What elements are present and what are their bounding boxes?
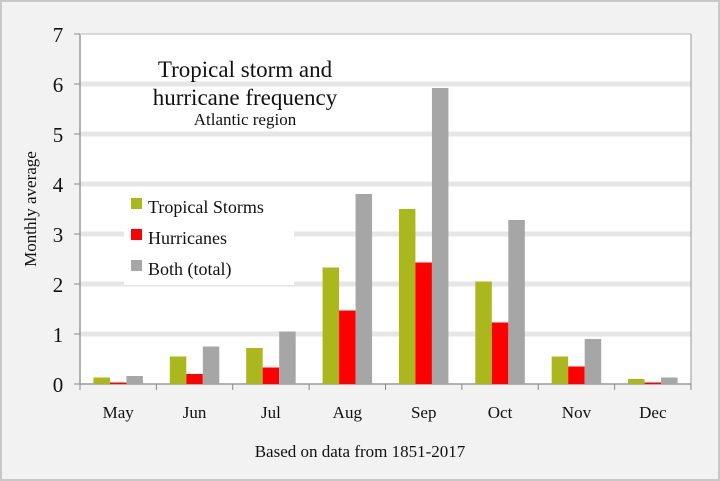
y-tick-labels: 0 1 2 3 4 5 6 7 [53, 23, 64, 397]
y-tick-label: 6 [53, 73, 64, 97]
bar-both-total--aug [355, 194, 373, 384]
y-tick-label: 2 [53, 273, 64, 297]
chart-subtitle: Atlantic region [194, 110, 297, 129]
gridline [80, 131, 691, 137]
bar-tropical-storms-dec [628, 379, 645, 384]
bar-tropical-storms-sep [398, 209, 416, 384]
legend-swatch [131, 229, 142, 240]
bar-both-total--dec [661, 377, 678, 384]
bar-hurricanes-may [109, 382, 127, 384]
x-tick-label: Nov [562, 403, 592, 422]
gridline [80, 181, 691, 187]
bar-tropical-storms-nov [551, 356, 569, 384]
y-tick-label: 5 [53, 123, 64, 147]
bar-tropical-storms-jul [246, 348, 263, 384]
bar-tropical-storms-may [93, 377, 110, 384]
y-tick-label: 1 [53, 323, 64, 347]
bar-hurricanes-oct [491, 322, 509, 384]
legend-box [124, 190, 294, 285]
gridline [80, 281, 691, 287]
x-tick-label: Jun [183, 403, 207, 422]
y-tick-label: 7 [53, 23, 64, 47]
bar-both-total--jun [202, 346, 220, 384]
x-tick-label: May [103, 403, 135, 422]
bar-both-total--jul [279, 331, 296, 384]
gridline [80, 331, 691, 337]
bar-both-total--may [126, 376, 143, 384]
legend-label: Tropical Storms [148, 197, 264, 217]
x-tick-label: Dec [639, 403, 667, 422]
legend-label: Both (total) [148, 259, 232, 280]
bar-both-total--nov [584, 339, 602, 384]
bar-tropical-storms-oct [475, 281, 492, 384]
gridline [80, 81, 691, 87]
y-axis-label: Monthly average [21, 151, 40, 267]
x-tick-label: Aug [333, 403, 363, 422]
x-tick-label: Oct [488, 403, 513, 422]
bar-hurricanes-sep [415, 262, 432, 384]
y-tick-label: 0 [53, 373, 64, 397]
bar-hurricanes-aug [339, 310, 356, 384]
x-tick-labels: May Jun Jul Aug Sep Oct Nov Dec [103, 403, 667, 422]
x-tick-label: Sep [411, 403, 437, 422]
bar-hurricanes-dec [644, 382, 662, 384]
gridline [80, 231, 691, 237]
legend-swatch [131, 260, 142, 271]
bar-hurricanes-jul [262, 367, 280, 384]
gridlines [74, 33, 692, 390]
x-axis-label: Based on data from 1851-2017 [255, 442, 466, 461]
bar-both-total--sep [431, 88, 449, 384]
x-tick-label: Jul [261, 403, 281, 422]
bar-tropical-storms-aug [322, 267, 340, 384]
chart-title: Tropical storm and [158, 57, 333, 82]
legend-label: Hurricanes [148, 228, 227, 248]
bar-hurricanes-jun [186, 374, 203, 384]
legend: Tropical Storms Hurricanes Both (total) [124, 190, 294, 285]
chart-title-line2: hurricane frequency [153, 85, 338, 110]
y-tick-label: 4 [53, 173, 64, 197]
bar-hurricanes-nov [568, 366, 585, 384]
bar-both-total--oct [508, 220, 525, 384]
bar-tropical-storms-jun [169, 356, 187, 384]
y-tick-label: 3 [53, 223, 64, 247]
legend-swatch [131, 198, 142, 209]
bars [93, 88, 678, 384]
